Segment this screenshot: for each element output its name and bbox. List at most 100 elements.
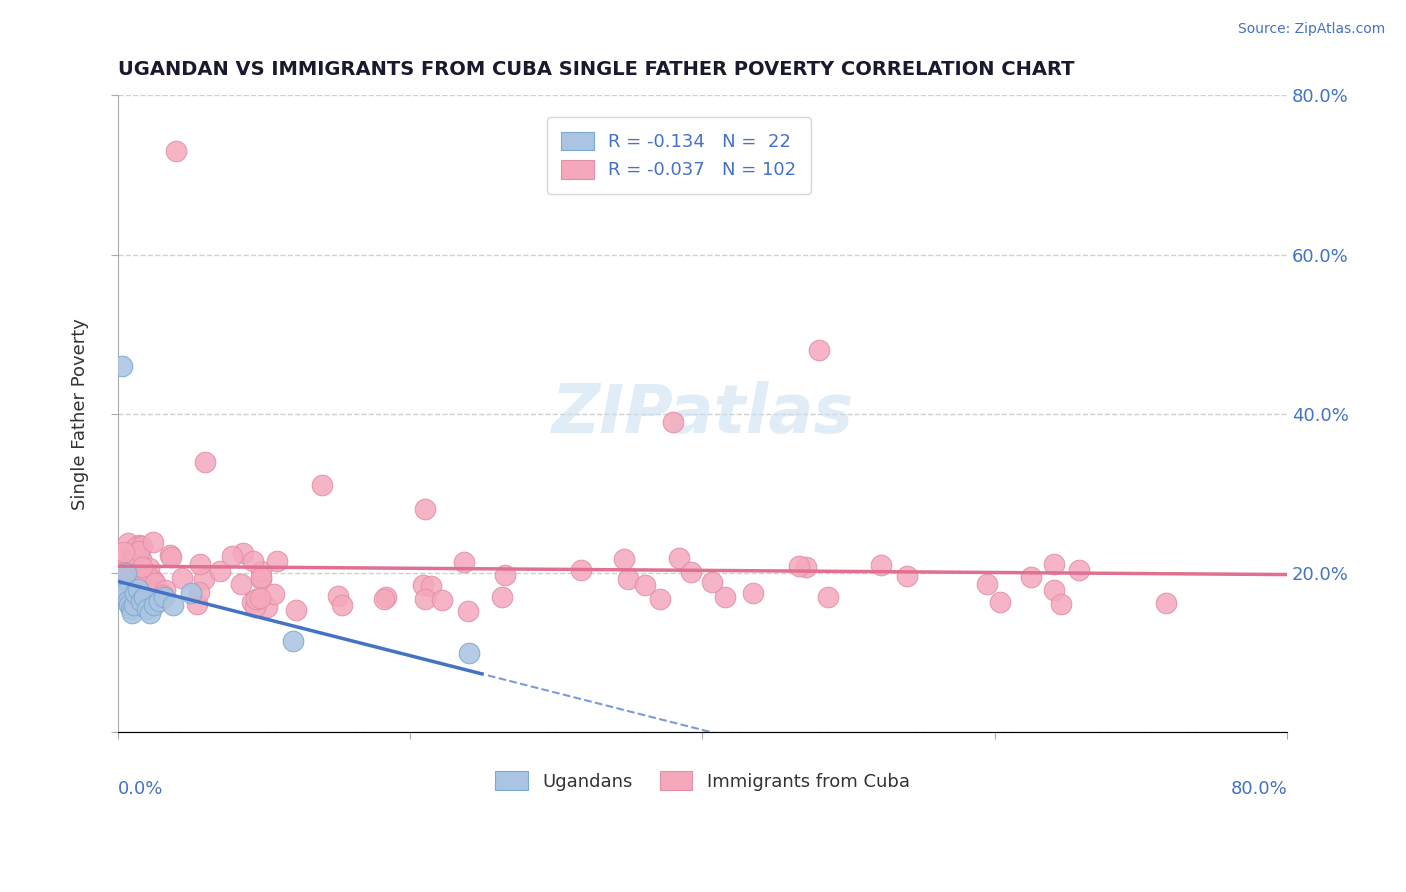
Point [808,343,831,358]
Point [121,557,143,571]
Point [111,553,134,567]
Point [118,598,141,612]
Point [263,587,285,601]
Point [160,549,183,564]
Point [430,592,453,607]
Point [714,590,737,604]
Point [330,598,353,612]
Point [121,579,143,593]
Point [1156,597,1178,611]
Point [142,535,165,549]
Point [120,602,142,616]
Point [491,591,513,605]
Point [1067,563,1090,577]
Point [142,586,165,600]
Point [127,582,149,596]
Point [311,478,333,492]
Point [285,603,308,617]
Point [617,572,640,586]
Point [700,575,723,590]
Point [165,144,187,158]
Legend: Ugandans, Immigrants from Cuba: Ugandans, Immigrants from Cuba [486,763,918,799]
Point [413,502,436,516]
Point [129,594,152,608]
Point [128,543,150,558]
Text: Source: ZipAtlas.com: Source: ZipAtlas.com [1237,22,1385,37]
Point [143,576,166,591]
Point [420,578,443,592]
Point [668,550,690,565]
Point [122,598,145,612]
Point [139,588,162,602]
Point [1042,583,1064,598]
Point [117,574,139,589]
Point [117,536,139,550]
Point [153,590,176,604]
Point [131,559,153,574]
Point [117,582,139,596]
Point [679,566,702,580]
Point [142,573,165,587]
Point [245,599,267,614]
Point [142,573,165,587]
Point [153,583,176,598]
Point [613,552,636,566]
Point [250,569,273,583]
Point [139,606,162,620]
Point [136,602,159,616]
Point [208,564,231,578]
Point [249,591,271,605]
Point [494,568,516,582]
Point [648,591,671,606]
Point [112,545,135,559]
Text: 80.0%: 80.0% [1230,780,1286,798]
Point [117,580,139,594]
Point [117,594,139,608]
Point [124,586,146,600]
Point [136,568,159,582]
Point [131,539,153,553]
Point [128,538,150,552]
Point [115,566,138,580]
Point [256,600,278,615]
Point [569,563,592,577]
Point [232,546,254,560]
Point [250,573,273,587]
Point [988,595,1011,609]
Point [188,557,211,571]
Point [186,597,208,611]
Text: ZIPatlas: ZIPatlas [551,381,853,447]
Point [125,572,148,586]
Point [118,559,141,574]
Point [152,588,174,602]
Point [375,590,398,604]
Point [415,592,437,607]
Point [976,576,998,591]
Point [131,551,153,566]
Point [1043,557,1066,571]
Point [115,566,138,580]
Point [194,454,217,468]
Point [122,545,145,559]
Point [1049,598,1071,612]
Point [457,604,479,618]
Point [245,592,267,607]
Point [143,598,166,612]
Point [122,587,145,601]
Point [112,574,135,589]
Point [634,578,657,592]
Point [131,539,153,553]
Point [266,553,288,567]
Point [162,598,184,612]
Point [112,562,135,576]
Point [135,584,157,599]
Point [412,578,434,592]
Point [817,591,839,605]
Y-axis label: Single Father Poverty: Single Father Poverty [72,318,89,509]
Point [896,569,918,583]
Point [148,594,170,608]
Text: 0.0%: 0.0% [118,780,163,798]
Point [114,586,136,600]
Point [453,555,475,569]
Point [138,561,160,575]
